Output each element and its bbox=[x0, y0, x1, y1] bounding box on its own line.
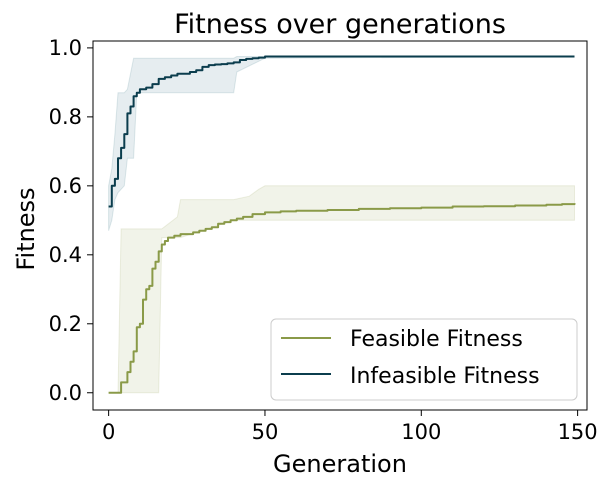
series-line-0 bbox=[108, 203, 576, 394]
y-tick-label: 1.0 bbox=[49, 36, 82, 60]
legend-label-infeasible: Infeasible Fitness bbox=[350, 364, 540, 389]
axis-ticks: 0 50 100 150 0.0 0.2 0.4 0.6 0.8 1.0 bbox=[49, 36, 598, 444]
x-tick-label: 150 bbox=[558, 420, 598, 444]
x-axis-label: Generation bbox=[273, 450, 407, 478]
y-tick-label: 0.4 bbox=[49, 243, 82, 267]
x-tick-label: 50 bbox=[252, 420, 279, 444]
plot-frame bbox=[92, 40, 588, 411]
y-tick-label: 0.2 bbox=[49, 312, 82, 336]
plot-area bbox=[108, 55, 576, 394]
y-axis-label: Fitness bbox=[12, 187, 40, 270]
legend-label-feasible: Feasible Fitness bbox=[350, 327, 523, 352]
y-tick-label: 0.8 bbox=[49, 105, 82, 129]
x-tick-label: 100 bbox=[401, 420, 441, 444]
y-tick-label: 0.6 bbox=[49, 174, 82, 198]
y-tick-label: 0.0 bbox=[49, 381, 82, 405]
legend-box bbox=[270, 318, 578, 401]
chart-title: Fitness over generations bbox=[174, 9, 506, 40]
x-tick-label: 0 bbox=[102, 420, 115, 444]
legend: Feasible Fitness Infeasible Fitness bbox=[270, 318, 578, 401]
series-line-1 bbox=[108, 55, 575, 208]
